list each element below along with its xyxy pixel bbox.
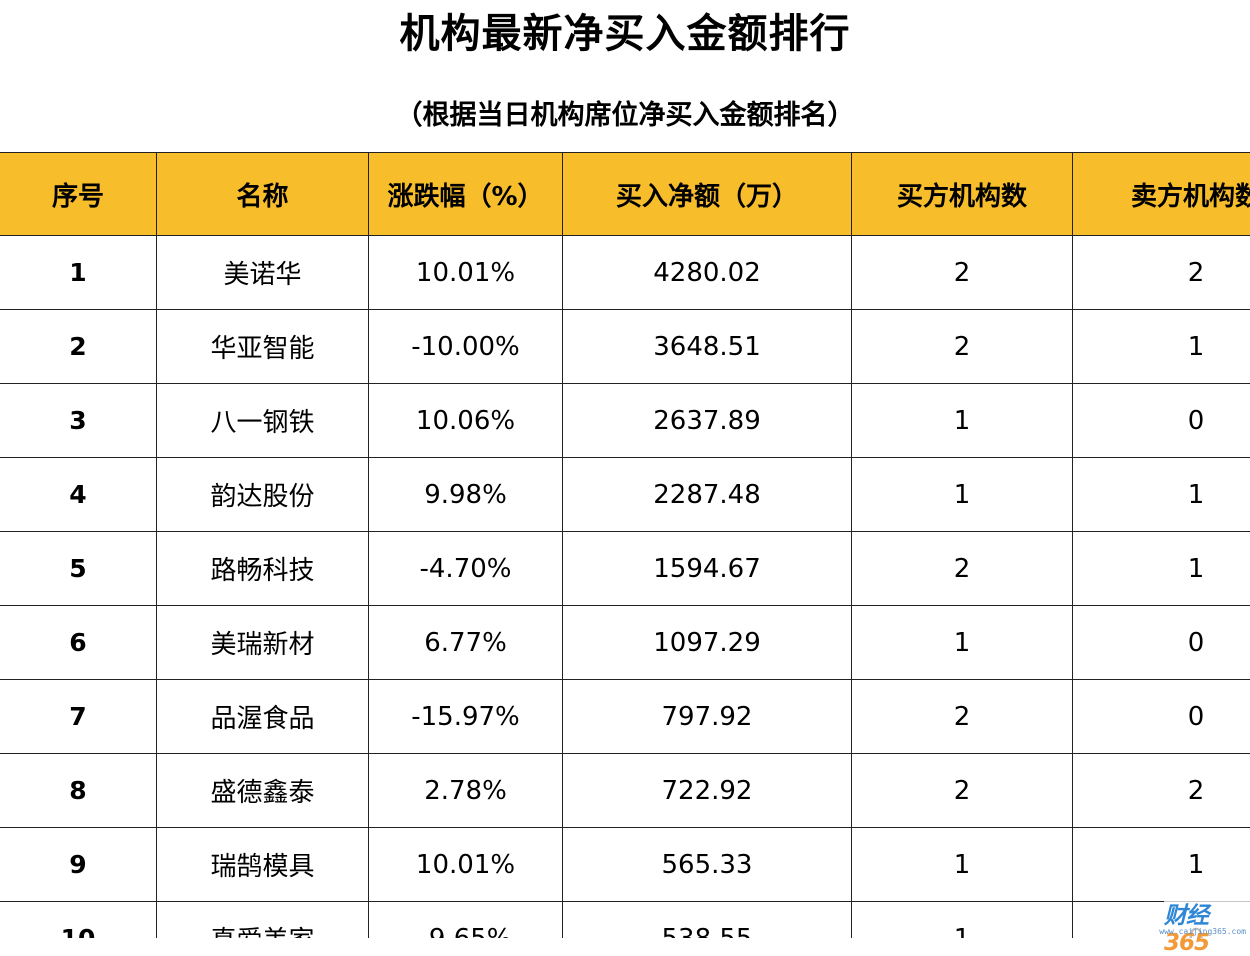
table-row: 10 真爱美家 -9.65% 538.55 1 0 <box>0 902 1250 939</box>
column-header-name: 名称 <box>157 153 369 236</box>
column-header-buyer-count: 买方机构数 <box>852 153 1073 236</box>
table-header-row: 序号 名称 涨跌幅（%） 买入净额（万） 买方机构数 卖方机构数 <box>0 153 1250 236</box>
buyer-count-cell: 1 <box>852 902 1073 939</box>
column-header-rank: 序号 <box>0 153 157 236</box>
change-percent-cell: 10.01% <box>369 236 563 310</box>
change-percent-cell: 2.78% <box>369 754 563 828</box>
buyer-count-cell: 2 <box>852 236 1073 310</box>
table-row: 8 盛德鑫泰 2.78% 722.92 2 2 <box>0 754 1250 828</box>
table-row: 7 品渥食品 -15.97% 797.92 2 0 <box>0 680 1250 754</box>
column-header-net-buy: 买入净额（万） <box>563 153 852 236</box>
net-buy-amount-cell: 1097.29 <box>563 606 852 680</box>
brand-watermark: 财经365 www.caijing365.com <box>1164 894 1250 938</box>
brand-url: www.caijing365.com <box>1159 927 1246 936</box>
rank-cell: 4 <box>0 458 157 532</box>
stock-name-cell: 品渥食品 <box>157 680 369 754</box>
stock-name-cell: 美瑞新材 <box>157 606 369 680</box>
rank-cell: 5 <box>0 532 157 606</box>
buyer-count-cell: 2 <box>852 680 1073 754</box>
rank-cell: 6 <box>0 606 157 680</box>
change-percent-cell: -10.00% <box>369 310 563 384</box>
rank-cell: 1 <box>0 236 157 310</box>
change-percent-cell: 6.77% <box>369 606 563 680</box>
rank-cell: 3 <box>0 384 157 458</box>
stock-name-cell: 真爱美家 <box>157 902 369 939</box>
seller-count-cell: 2 <box>1073 754 1250 828</box>
seller-count-cell: 1 <box>1073 828 1250 902</box>
seller-count-cell: 0 <box>1073 606 1250 680</box>
buyer-count-cell: 2 <box>852 532 1073 606</box>
change-percent-cell: -9.65% <box>369 902 563 939</box>
rank-cell: 10 <box>0 902 157 939</box>
stock-name-cell: 八一钢铁 <box>157 384 369 458</box>
net-buy-amount-cell: 2637.89 <box>563 384 852 458</box>
seller-count-cell: 0 <box>1073 384 1250 458</box>
brand-logo-text: 财经365 <box>1164 896 1246 956</box>
rank-cell: 9 <box>0 828 157 902</box>
table-row: 9 瑞鹄模具 10.01% 565.33 1 1 <box>0 828 1250 902</box>
ranking-table: 序号 名称 涨跌幅（%） 买入净额（万） 买方机构数 卖方机构数 1 美诺华 1… <box>0 152 1250 938</box>
page-subtitle: （根据当日机构席位净买入金额排名） <box>0 96 1250 136</box>
change-percent-cell: 10.06% <box>369 384 563 458</box>
buyer-count-cell: 1 <box>852 384 1073 458</box>
stock-name-cell: 华亚智能 <box>157 310 369 384</box>
rank-cell: 2 <box>0 310 157 384</box>
stock-name-cell: 韵达股份 <box>157 458 369 532</box>
buyer-count-cell: 2 <box>852 310 1073 384</box>
net-buy-amount-cell: 4280.02 <box>563 236 852 310</box>
table-row: 6 美瑞新材 6.77% 1097.29 1 0 <box>0 606 1250 680</box>
rank-cell: 7 <box>0 680 157 754</box>
stock-name-cell: 路畅科技 <box>157 532 369 606</box>
table-row: 2 华亚智能 -10.00% 3648.51 2 1 <box>0 310 1250 384</box>
buyer-count-cell: 1 <box>852 458 1073 532</box>
column-header-seller-count: 卖方机构数 <box>1073 153 1250 236</box>
change-percent-cell: -4.70% <box>369 532 563 606</box>
net-buy-amount-cell: 538.55 <box>563 902 852 939</box>
net-buy-amount-cell: 3648.51 <box>563 310 852 384</box>
table-row: 5 路畅科技 -4.70% 1594.67 2 1 <box>0 532 1250 606</box>
table-row: 1 美诺华 10.01% 4280.02 2 2 <box>0 236 1250 310</box>
ranking-table-container: 序号 名称 涨跌幅（%） 买入净额（万） 买方机构数 卖方机构数 1 美诺华 1… <box>0 152 1250 938</box>
net-buy-amount-cell: 722.92 <box>563 754 852 828</box>
column-header-change: 涨跌幅（%） <box>369 153 563 236</box>
stock-name-cell: 美诺华 <box>157 236 369 310</box>
page-title: 机构最新净买入金额排行 <box>0 8 1250 60</box>
net-buy-amount-cell: 797.92 <box>563 680 852 754</box>
change-percent-cell: -15.97% <box>369 680 563 754</box>
stock-name-cell: 盛德鑫泰 <box>157 754 369 828</box>
seller-count-cell: 0 <box>1073 680 1250 754</box>
stock-name-cell: 瑞鹄模具 <box>157 828 369 902</box>
seller-count-cell: 1 <box>1073 310 1250 384</box>
net-buy-amount-cell: 1594.67 <box>563 532 852 606</box>
change-percent-cell: 10.01% <box>369 828 563 902</box>
net-buy-amount-cell: 565.33 <box>563 828 852 902</box>
seller-count-cell: 1 <box>1073 532 1250 606</box>
change-percent-cell: 9.98% <box>369 458 563 532</box>
buyer-count-cell: 1 <box>852 828 1073 902</box>
seller-count-cell: 1 <box>1073 458 1250 532</box>
table-row: 3 八一钢铁 10.06% 2637.89 1 0 <box>0 384 1250 458</box>
seller-count-cell: 2 <box>1073 236 1250 310</box>
rank-cell: 8 <box>0 754 157 828</box>
table-row: 4 韵达股份 9.98% 2287.48 1 1 <box>0 458 1250 532</box>
buyer-count-cell: 1 <box>852 606 1073 680</box>
buyer-count-cell: 2 <box>852 754 1073 828</box>
net-buy-amount-cell: 2287.48 <box>563 458 852 532</box>
